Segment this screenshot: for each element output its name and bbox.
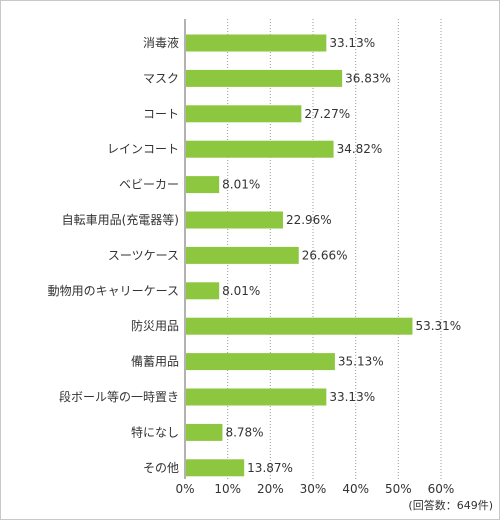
category-label: 特になし: [131, 424, 179, 439]
bar: [186, 246, 299, 264]
category-label: 防災用品: [131, 318, 179, 333]
bar: [186, 140, 334, 158]
x-tick-label: 60%: [428, 482, 455, 496]
bar: [186, 282, 220, 300]
grid-lines: [184, 19, 442, 479]
value-label: 22.96%: [286, 213, 332, 227]
bars: [186, 34, 413, 477]
bar: [186, 69, 343, 87]
x-tick-label: 20%: [257, 482, 284, 496]
bar: [186, 211, 283, 229]
category-label: レインコート: [107, 142, 179, 156]
x-tick-label: 50%: [385, 482, 412, 496]
category-label: スーツケース: [108, 248, 179, 262]
category-label: 動物用のキャリーケース: [48, 284, 179, 298]
bar: [186, 317, 413, 335]
value-label: 53.31%: [415, 319, 461, 333]
bar: [186, 176, 220, 194]
value-label: 8.01%: [222, 284, 260, 298]
bar: [186, 34, 327, 52]
value-label: 8.78%: [225, 425, 263, 439]
category-label: マスク: [143, 71, 179, 85]
x-tick-label: 10%: [214, 482, 241, 496]
category-label: ベビーカー: [119, 178, 179, 192]
category-label: 消毒液: [143, 35, 179, 50]
bar: [186, 423, 223, 441]
x-axis-ticks: 0% 10% 20% 30% 40% 50% 60%: [175, 482, 454, 496]
x-tick-label: 30%: [300, 482, 327, 496]
value-label: 8.01%: [222, 178, 260, 192]
bar: [186, 388, 327, 406]
value-label: 34.82%: [337, 142, 383, 156]
bar: [186, 105, 302, 123]
value-label: 26.66%: [302, 248, 348, 262]
value-label: 27.27%: [304, 107, 350, 121]
bar: [186, 353, 335, 371]
category-label: 備蓄用品: [131, 354, 179, 369]
category-label: 段ボール等の一時置き: [59, 389, 179, 404]
category-label: その他: [143, 461, 179, 475]
category-label: 自転車用品(充電器等): [62, 212, 179, 227]
value-labels: 33.13% 36.83% 27.27% 34.82% 8.01% 22.96% 26.66…: [222, 36, 461, 475]
bar: [186, 459, 245, 477]
value-label: 33.13%: [329, 390, 375, 404]
value-label: 35.13%: [338, 355, 384, 369]
x-tick-label: 0%: [175, 482, 194, 496]
value-label: 13.87%: [247, 461, 293, 475]
response-count-note: (回答数：649件): [408, 498, 493, 512]
x-tick-label: 40%: [342, 482, 369, 496]
category-label: コート: [143, 107, 179, 121]
value-label: 33.13%: [329, 36, 375, 50]
value-label: 36.83%: [345, 71, 391, 85]
